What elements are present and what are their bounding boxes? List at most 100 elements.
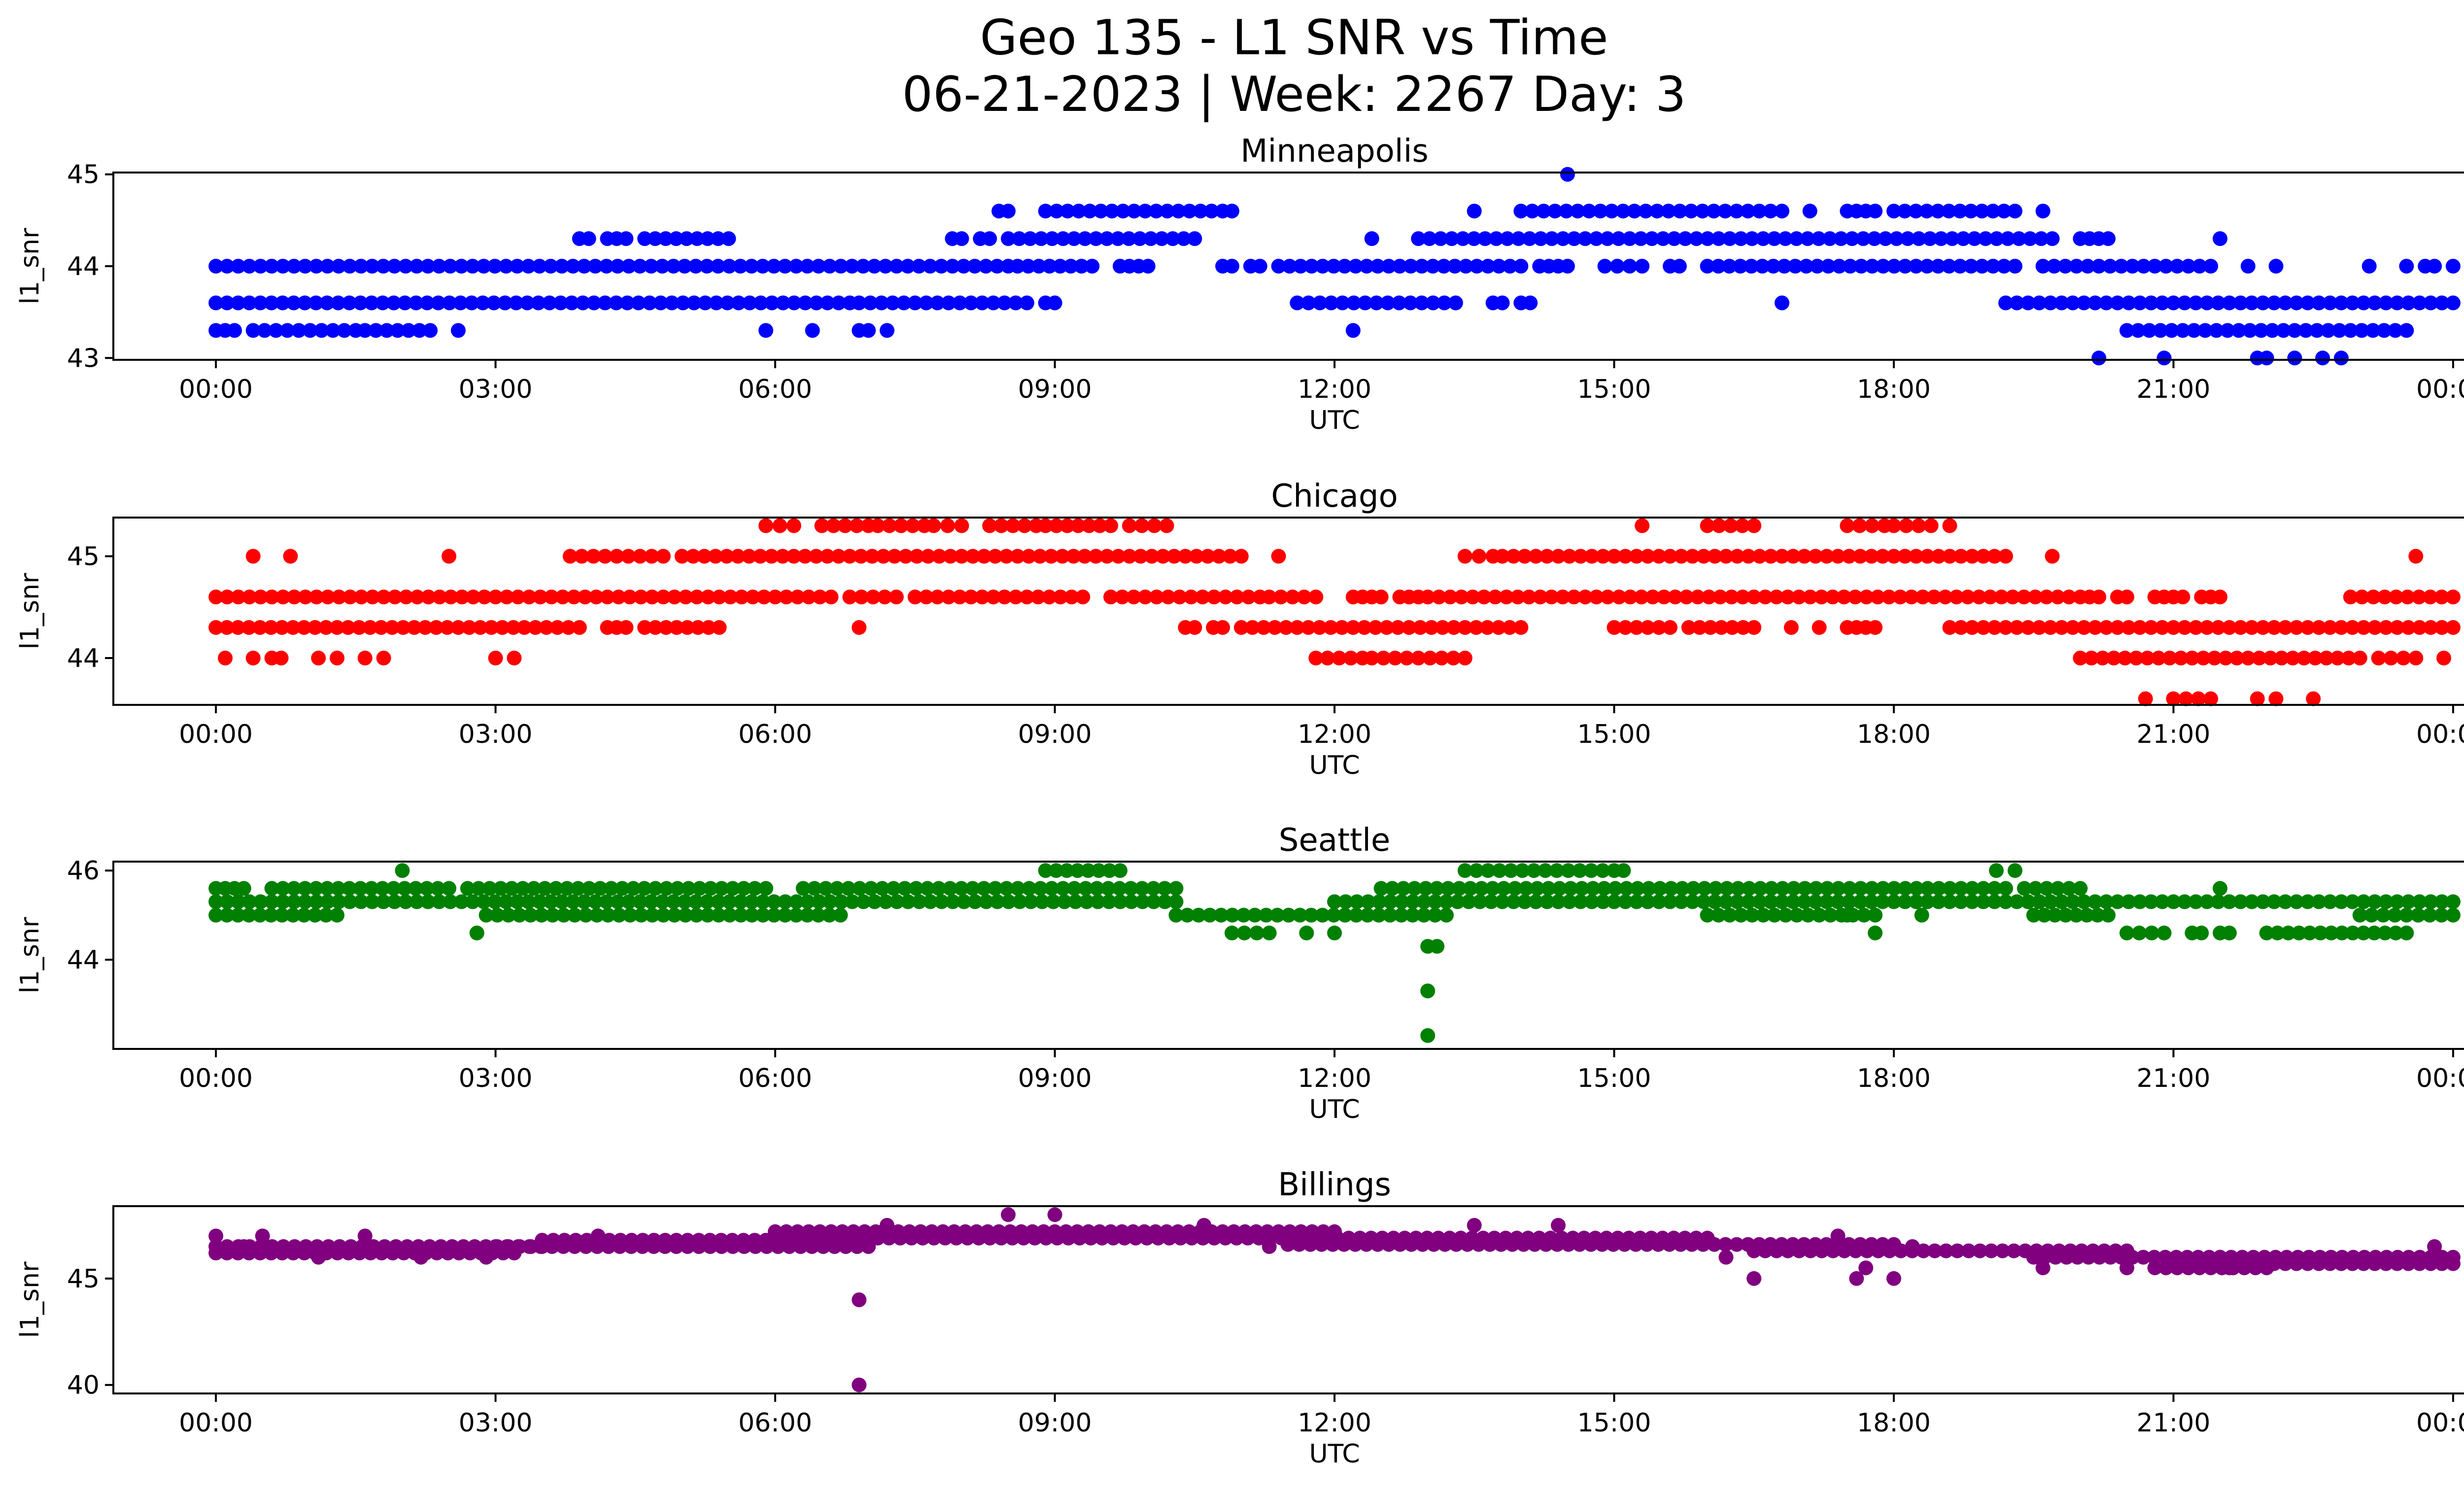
- data-point: [656, 907, 671, 923]
- data-point: [2118, 651, 2133, 665]
- data-point: [1628, 1237, 1643, 1252]
- data-point: [1746, 620, 1762, 635]
- data-point: [923, 894, 938, 909]
- data-point: [833, 894, 849, 909]
- data-point: [1566, 590, 1581, 605]
- data-point: [2037, 907, 2052, 923]
- data-point: [1852, 894, 1868, 909]
- data-point: [2166, 894, 2181, 909]
- data-point: [1700, 231, 1715, 246]
- data-point: [845, 894, 860, 909]
- data-point: [954, 231, 969, 246]
- data-point: [230, 907, 245, 923]
- data-point: [768, 590, 783, 605]
- data-point: [1358, 295, 1373, 311]
- data-point: [488, 590, 503, 605]
- data-point: [631, 295, 646, 311]
- data-point: [1303, 1237, 1318, 1252]
- data-point: [1465, 590, 1480, 605]
- data-point: [1615, 204, 1631, 219]
- data-point: [786, 518, 801, 533]
- data-point: [1262, 925, 1277, 940]
- data-point: [2423, 894, 2438, 909]
- data-point: [755, 894, 771, 909]
- data-point: [1933, 231, 1949, 246]
- data-point: [1607, 894, 1622, 909]
- data-point: [2445, 295, 2461, 311]
- data-point: [245, 323, 261, 338]
- data-point: [822, 907, 837, 923]
- data-point: [2445, 259, 2461, 274]
- data-point: [495, 620, 510, 635]
- data-point: [264, 894, 279, 909]
- data-point: [826, 518, 841, 533]
- data-point: [1100, 881, 1116, 896]
- data-point: [1081, 518, 1096, 533]
- data-point: [837, 1230, 852, 1246]
- data-point: [1172, 590, 1187, 605]
- data-point: [2292, 925, 2307, 940]
- data-point: [1182, 204, 1197, 219]
- data-point: [600, 590, 615, 605]
- data-point: [2308, 651, 2323, 665]
- data-point: [1640, 620, 1655, 635]
- data-point: [626, 881, 641, 896]
- data-point: [1480, 259, 1496, 274]
- data-point: [2379, 1250, 2394, 1265]
- data-point: [2396, 651, 2411, 665]
- data-point: [1157, 881, 1172, 896]
- data-point: [1976, 549, 1991, 564]
- x-tick-label: 15:00: [1577, 720, 1651, 749]
- data-point: [368, 323, 383, 338]
- data-point: [1718, 894, 1734, 909]
- data-point: [1102, 863, 1117, 878]
- data-point: [793, 1239, 808, 1254]
- data-point: [633, 590, 649, 605]
- data-point: [1101, 894, 1117, 909]
- data-point: [755, 907, 771, 923]
- data-point: [1143, 231, 1159, 246]
- data-point: [2130, 323, 2146, 338]
- data-point: [2366, 590, 2381, 605]
- data-point: [1649, 204, 1665, 219]
- data-point: [915, 1230, 930, 1246]
- data-point: [963, 590, 979, 605]
- data-point: [1788, 259, 1803, 274]
- data-point: [945, 259, 960, 274]
- data-point: [409, 894, 424, 909]
- data-point: [880, 323, 894, 338]
- data-point: [758, 881, 774, 896]
- data-point: [675, 295, 690, 311]
- data-point: [208, 295, 224, 311]
- data-point: [241, 295, 257, 311]
- data-point: [2412, 295, 2427, 311]
- data-point: [1099, 231, 1115, 246]
- data-point: [1280, 1237, 1296, 1252]
- data-point: [1457, 651, 1472, 665]
- data-point: [1444, 231, 1459, 246]
- data-point: [374, 620, 389, 635]
- data-point: [413, 1250, 429, 1265]
- data-point: [1447, 259, 1463, 274]
- data-point: [609, 295, 624, 311]
- data-point: [852, 1377, 867, 1392]
- data-point: [1403, 259, 1418, 274]
- data-point: [1448, 295, 1463, 311]
- data-point: [2254, 323, 2269, 338]
- data-point: [1457, 863, 1472, 878]
- data-point: [2412, 1250, 2428, 1265]
- data-point: [766, 259, 782, 274]
- data-point: [397, 881, 412, 896]
- data-point: [1042, 590, 1057, 605]
- data-point: [2054, 894, 2069, 909]
- data-point: [1146, 881, 1161, 896]
- data-point: [1038, 1230, 1054, 1246]
- data-point: [1733, 231, 1748, 246]
- data-point: [419, 881, 435, 896]
- data-point: [1218, 590, 1233, 605]
- data-point: [1767, 231, 1782, 246]
- data-point: [1741, 549, 1756, 564]
- data-point: [1000, 231, 1016, 246]
- data-point: [2166, 620, 2181, 635]
- data-point: [615, 881, 630, 896]
